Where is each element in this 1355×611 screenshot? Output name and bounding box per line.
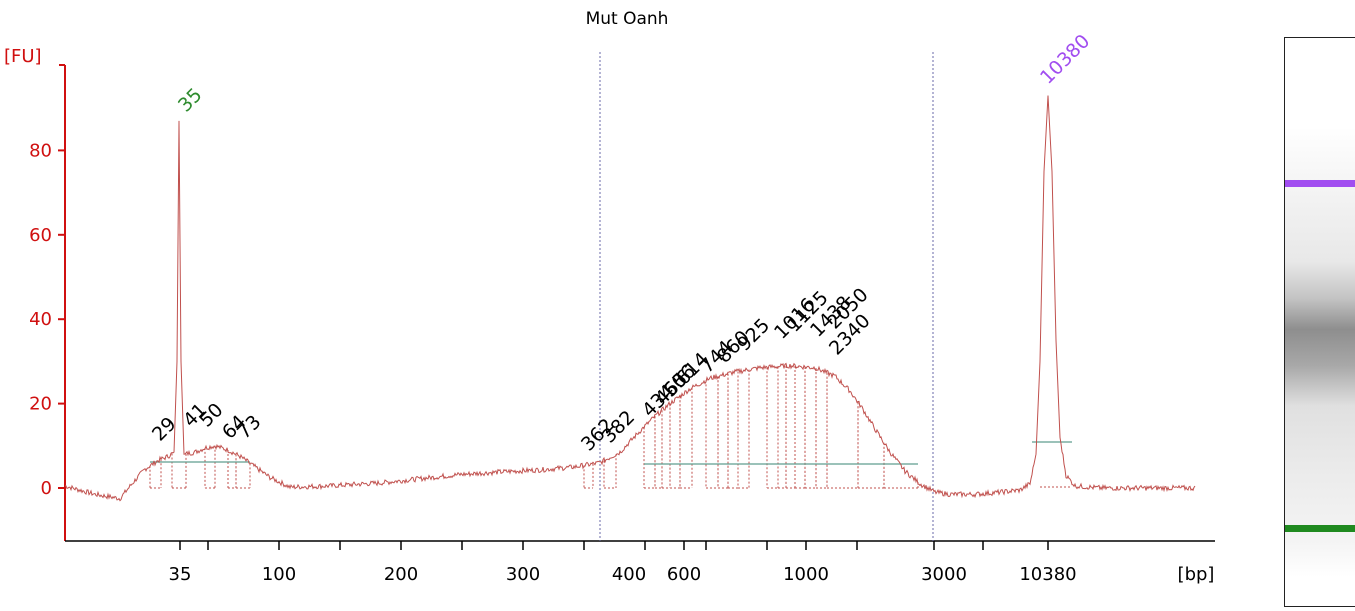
x-tick-label: 100 xyxy=(262,564,296,585)
upper-marker-band xyxy=(1285,180,1355,187)
peak-label: 35 xyxy=(174,84,207,117)
y-tick-label: 80 xyxy=(29,140,52,161)
chart-title: Mut Oanh xyxy=(586,9,669,29)
y-tick-label: 20 xyxy=(29,394,52,415)
peak-label: 29 xyxy=(148,413,181,446)
electropherogram-chart: Mut Oanh [FU] [bp] 0 20 40 60 80 35 100 200 300… xyxy=(0,0,1270,607)
y-tick-label: 60 xyxy=(29,225,52,246)
peak-label-group: 29 xyxy=(148,413,181,446)
x-tick-labels: 35 100 200 300 400 600 1000 3000 10380 xyxy=(169,564,1077,585)
y-tick-label: 0 xyxy=(41,478,52,499)
x-tick-label: 300 xyxy=(506,564,540,585)
x-tick-label: 3000 xyxy=(921,564,967,585)
gel-lane xyxy=(1284,37,1355,607)
gel-smear xyxy=(1285,127,1355,577)
x-tick-label: 10380 xyxy=(1019,564,1076,585)
gel-image xyxy=(1284,37,1355,607)
x-tick-label: 35 xyxy=(169,564,192,585)
x-tick-label: 200 xyxy=(384,564,418,585)
peak-label-group: 35 xyxy=(174,84,207,117)
peak-label: 10380 xyxy=(1036,30,1094,88)
x-tick-label: 400 xyxy=(612,564,646,585)
peak-label-group: 10380 xyxy=(1036,30,1094,88)
y-tick-label: 40 xyxy=(29,309,52,330)
y-axis-label: [FU] xyxy=(4,46,42,67)
x-axis-label: [bp] xyxy=(1178,564,1215,585)
y-tick-labels: 0 20 40 60 80 xyxy=(29,140,52,499)
x-tick-label: 600 xyxy=(667,564,701,585)
x-tick-label: 1000 xyxy=(783,564,829,585)
lower-marker-band xyxy=(1285,525,1355,532)
